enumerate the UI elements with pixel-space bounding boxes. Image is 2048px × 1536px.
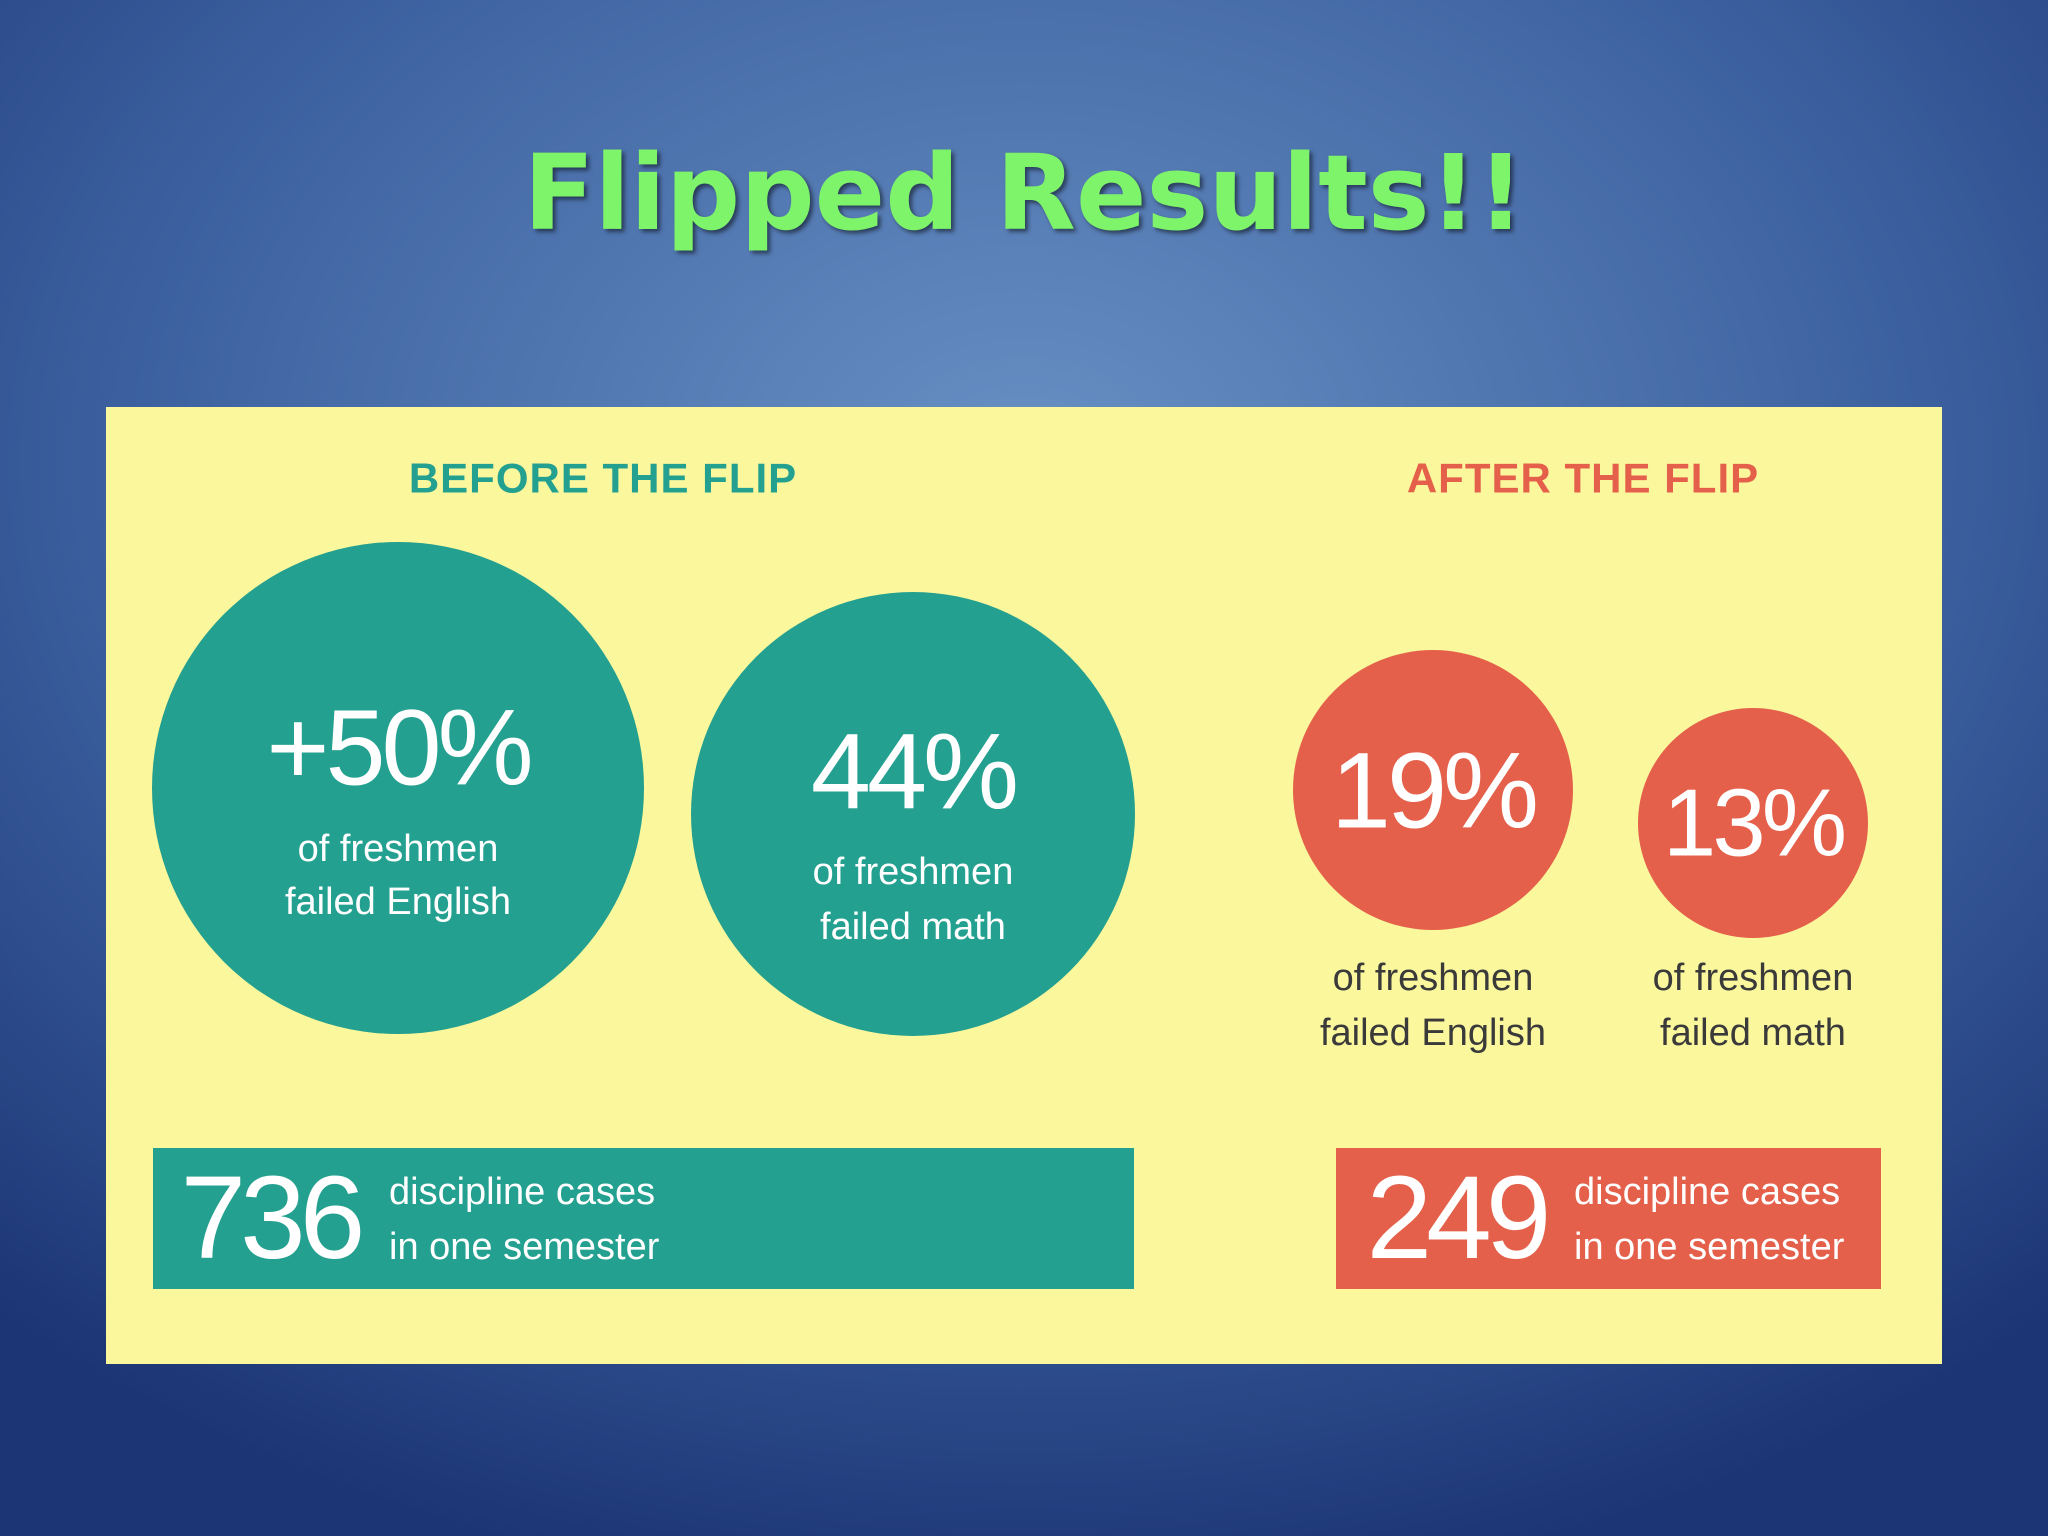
stat-circle <box>1638 708 1868 938</box>
stat-label: failed English <box>285 881 511 923</box>
discipline-label: discipline cases <box>389 1171 655 1213</box>
slide-title: Flipped Results!! <box>523 132 1524 254</box>
stat-label: of freshmen <box>298 828 499 870</box>
stat-value: 19% <box>1331 730 1536 851</box>
stat-value: +50% <box>266 687 530 808</box>
stat-label: of freshmen <box>1653 957 1854 999</box>
discipline-label: in one semester <box>389 1226 660 1268</box>
discipline-bar <box>153 1148 1134 1289</box>
discipline-label: discipline cases <box>1574 1171 1840 1213</box>
stat-circle <box>691 592 1135 1036</box>
stat-label: of freshmen <box>813 851 1014 893</box>
stat-value: 13% <box>1663 770 1844 877</box>
stat-value: 44% <box>811 711 1016 832</box>
discipline-value: 249 <box>1367 1152 1547 1284</box>
stat-label: failed English <box>1320 1012 1546 1054</box>
discipline-label: in one semester <box>1574 1226 1845 1268</box>
stat-label: failed math <box>820 906 1006 948</box>
stat-label: failed math <box>1660 1012 1846 1054</box>
stat-circle <box>152 542 644 1034</box>
discipline-value: 736 <box>181 1152 361 1284</box>
stat-label: of freshmen <box>1333 957 1534 999</box>
after-heading: AFTER THE FLIP <box>1407 455 1759 502</box>
before-heading: BEFORE THE FLIP <box>409 455 797 502</box>
discipline-bar <box>1336 1148 1881 1289</box>
stat-circle <box>1293 650 1573 930</box>
